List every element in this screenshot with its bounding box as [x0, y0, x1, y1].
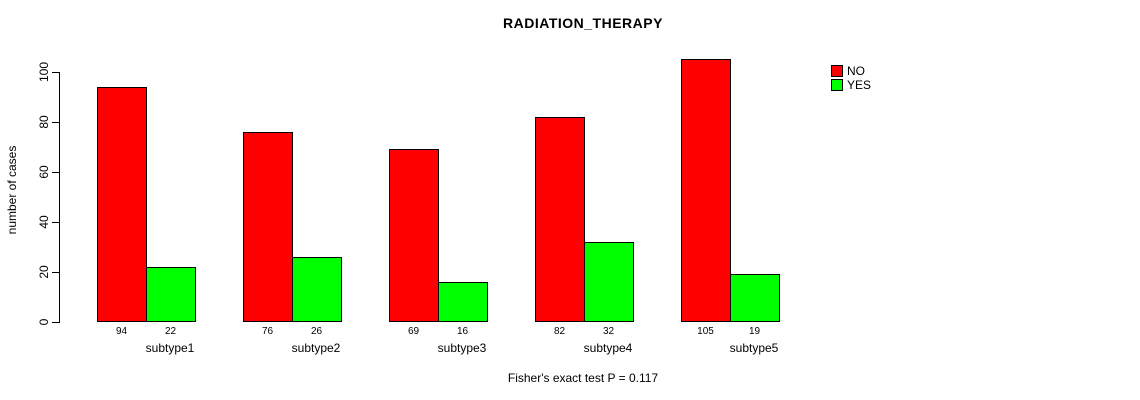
bar-no-subtype5 [681, 59, 731, 322]
bar-yes-subtype4 [584, 242, 634, 322]
bar-value-label: 76 [261, 326, 274, 337]
x-category-label-subtype3: subtype3 [437, 341, 487, 355]
bar-yes-subtype3 [438, 282, 488, 322]
y-tick-mark [52, 272, 59, 273]
bar-value-label: 82 [553, 326, 566, 337]
bar-yes-subtype5 [730, 274, 780, 322]
y-tick-mark [52, 72, 59, 73]
chart-title: RADIATION_THERAPY [503, 15, 663, 31]
legend-label-yes: YES [847, 78, 872, 92]
x-category-label-subtype5: subtype5 [729, 341, 779, 355]
y-axis-line [59, 72, 60, 323]
x-category-label-subtype4: subtype4 [583, 341, 633, 355]
y-tick-label: 80 [37, 115, 51, 129]
bar-value-label: 105 [697, 326, 714, 337]
y-tick-label: 20 [37, 265, 51, 279]
bar-value-label: 19 [748, 326, 761, 337]
caption: Fisher's exact test P = 0.117 [507, 371, 659, 385]
bar-value-label: 26 [310, 326, 323, 337]
bar-value-label: 32 [602, 326, 615, 337]
x-category-label-subtype1: subtype1 [145, 341, 195, 355]
y-tick-mark [52, 222, 59, 223]
bar-value-label: 16 [456, 326, 469, 337]
y-tick-label: 100 [37, 61, 51, 83]
bar-no-subtype2 [243, 132, 293, 322]
bar-no-subtype4 [535, 117, 585, 322]
y-tick-mark [52, 122, 59, 123]
bar-no-subtype3 [389, 149, 439, 322]
legend-swatch-no [831, 65, 843, 77]
bar-value-label: 22 [164, 326, 177, 337]
bar-no-subtype1 [97, 87, 147, 322]
bar-yes-subtype2 [292, 257, 342, 322]
legend-label-no: NO [847, 64, 865, 78]
bar-yes-subtype1 [146, 267, 196, 322]
y-tick-label: 60 [37, 165, 51, 179]
y-axis-title: number of cases [5, 145, 19, 235]
bar-value-label: 94 [115, 326, 128, 337]
y-tick-mark [52, 322, 59, 323]
x-category-label-subtype2: subtype2 [291, 341, 341, 355]
y-tick-label: 40 [37, 215, 51, 229]
y-tick-label: 0 [37, 318, 51, 326]
bar-value-label: 69 [407, 326, 420, 337]
legend-swatch-yes [831, 79, 843, 91]
y-tick-mark [52, 172, 59, 173]
